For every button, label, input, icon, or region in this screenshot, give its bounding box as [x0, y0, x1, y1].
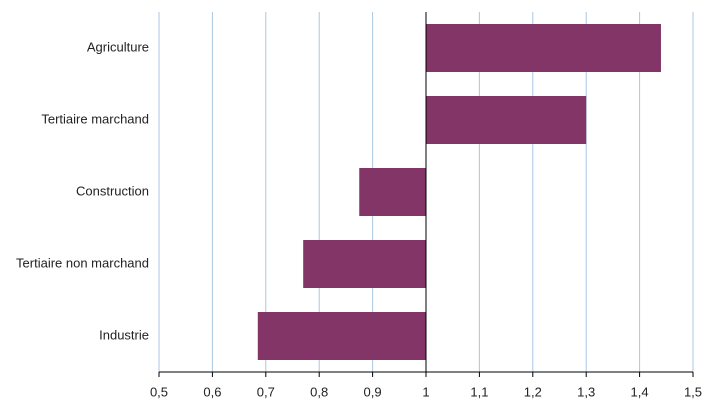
bar [359, 168, 426, 216]
x-tick-label: 1 [422, 384, 429, 399]
y-tick-label: Tertiaire non marchand [16, 255, 149, 270]
x-tick-label: 0,6 [203, 384, 221, 399]
bar [303, 240, 426, 288]
x-tick-label: 0,5 [150, 384, 168, 399]
x-tick-label: 0,8 [310, 384, 328, 399]
x-tick-label: 0,9 [364, 384, 382, 399]
y-tick-label: Agriculture [87, 39, 149, 54]
x-tick-label: 1,5 [684, 384, 702, 399]
y-tick-label: Construction [76, 183, 149, 198]
bar [426, 24, 661, 72]
x-tick-label: 1,1 [470, 384, 488, 399]
x-tick-label: 1,2 [524, 384, 542, 399]
bar [257, 312, 426, 360]
y-tick-label: Tertiaire marchand [41, 111, 149, 126]
y-tick-label: Industrie [99, 327, 149, 342]
x-tick-label: 1,4 [631, 384, 649, 399]
x-tick-label: 1,3 [577, 384, 595, 399]
bar [426, 96, 587, 144]
x-tick-label: 0,7 [257, 384, 275, 399]
